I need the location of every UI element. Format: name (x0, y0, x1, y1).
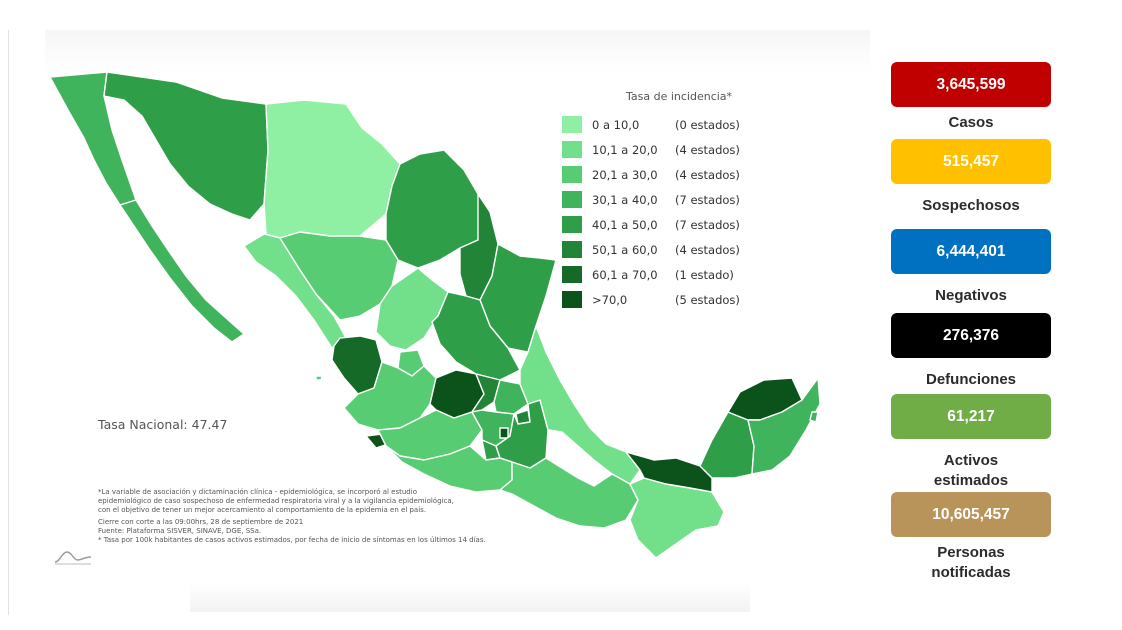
national-rate: Tasa Nacional: 47.47 (98, 417, 228, 432)
stat-value: 3,645,599 (936, 75, 1006, 93)
stat-label: Personas notificadas (931, 544, 1011, 581)
legend-swatch (562, 291, 582, 308)
stat-label: Defunciones (925, 371, 1016, 388)
legend-range: 30,1 a 40,0 (592, 192, 658, 207)
legend-range: 10,1 a 20,0 (592, 142, 658, 157)
legend-swatch (562, 166, 582, 183)
legend-swatch (562, 141, 582, 158)
legend-count: (4 estados) (675, 142, 740, 157)
stat-activos: 61,217 Activos estimados (891, 394, 1051, 491)
panel-bottom-shade (190, 582, 750, 612)
legend-range: 50,1 a 60,0 (592, 242, 658, 257)
footnote: *La variable de asociación y dictaminaci… (98, 488, 553, 545)
legend-count: (1 estado) (675, 267, 734, 282)
stat-value-box: 61,217 (891, 394, 1051, 439)
stat-personas-notificadas: 10,605,457 Personas notificadas (891, 492, 1051, 583)
state-sonora[interactable] (103, 71, 269, 221)
legend-range: 40,1 a 50,0 (592, 217, 658, 232)
stat-casos: 3,645,599 Casos (891, 62, 1051, 133)
footnote-line: *La variable de asociación y dictaminaci… (98, 488, 417, 496)
state-tabasco[interactable] (625, 451, 713, 493)
stat-value-box: 6,444,401 (891, 229, 1051, 274)
stat-value: 515,457 (942, 152, 1000, 170)
legend-swatch (562, 191, 582, 208)
stat-defunciones: 276,376 Defunciones (891, 313, 1051, 390)
state-baja-california-sur[interactable] (119, 199, 245, 343)
legend-range: 60,1 a 70,0 (592, 267, 658, 282)
legend-row: 50,1 a 60,0 (4 estados) (562, 237, 772, 262)
stat-label: Negativos (935, 287, 1007, 304)
stat-label: Casos (948, 114, 994, 131)
legend-row: 40,1 a 50,0 (7 estados) (562, 212, 772, 237)
panel-top-shade (45, 30, 870, 72)
state-cdmx[interactable] (499, 427, 509, 439)
legend-count: (5 estados) (675, 292, 740, 307)
state-oaxaca[interactable] (499, 457, 639, 529)
stat-value: 276,376 (942, 326, 1000, 344)
legend-row: 10,1 a 20,0 (4 estados) (562, 137, 772, 162)
footnote-line: con el objetivo de tener un mejor acerca… (98, 505, 427, 514)
stat-value-box: 3,645,599 (891, 62, 1051, 107)
island-revillagigedo (315, 375, 323, 381)
stat-value-box: 276,376 (891, 313, 1051, 358)
legend-count: (4 estados) (675, 242, 740, 257)
stat-label: Sospechosos (922, 197, 1020, 214)
stat-sospechosos: 515,457 Sospechosos (891, 139, 1051, 216)
legend-count: (4 estados) (675, 167, 740, 182)
stat-negativos: 6,444,401 Negativos (891, 229, 1051, 306)
legend-row: 0 a 10,0 (0 estados) (562, 112, 772, 137)
footnote-line: epidemiológico de caso sospechoso de enf… (98, 496, 454, 505)
legend-row: 30,1 a 40,0 (7 estados) (562, 187, 772, 212)
state-campeche[interactable] (699, 411, 755, 479)
footnote-line: Fuente: Plataforma SISVER, SINAVE, DGE, … (98, 527, 262, 536)
stat-value: 10,605,457 (932, 505, 1010, 523)
legend-count: (7 estados) (675, 217, 740, 232)
footnote-line: * Tasa por 100k habitantes de casos acti… (98, 535, 486, 544)
footnote-line: Cierre con corte a las 09:00hrs, 28 de s… (98, 518, 304, 527)
legend-count: (0 estados) (675, 117, 740, 132)
legend-swatch (562, 241, 582, 258)
state-chihuahua[interactable] (263, 99, 401, 239)
stat-value: 61,217 (947, 407, 995, 425)
legend-row: 60,1 a 70,0 (1 estado) (562, 262, 772, 287)
legend-swatch (562, 266, 582, 283)
legend-range: 0 a 10,0 (592, 117, 640, 132)
stat-value: 6,444,401 (936, 242, 1006, 260)
stat-label: Activos estimados (933, 452, 1009, 489)
legend-row: 20,1 a 30,0 (4 estados) (562, 162, 772, 187)
island-cozumel (809, 411, 819, 423)
logo-icon (54, 551, 92, 565)
legend-swatch (562, 216, 582, 233)
legend-range: >70,0 (592, 292, 628, 307)
legend-title: Tasa de incidencia* (626, 90, 733, 103)
stat-value-box: 515,457 (891, 139, 1051, 184)
state-jalisco[interactable] (343, 361, 437, 431)
legend-swatch (562, 116, 582, 133)
legend-row: >70,0 (5 estados) (562, 287, 772, 312)
incidence-legend: Tasa de incidencia* 0 a 10,0 (0 estados) 1… (562, 90, 772, 312)
left-divider (8, 30, 9, 615)
legend-range: 20,1 a 30,0 (592, 167, 658, 182)
legend-count: (7 estados) (675, 192, 740, 207)
stat-value-box: 10,605,457 (891, 492, 1051, 537)
